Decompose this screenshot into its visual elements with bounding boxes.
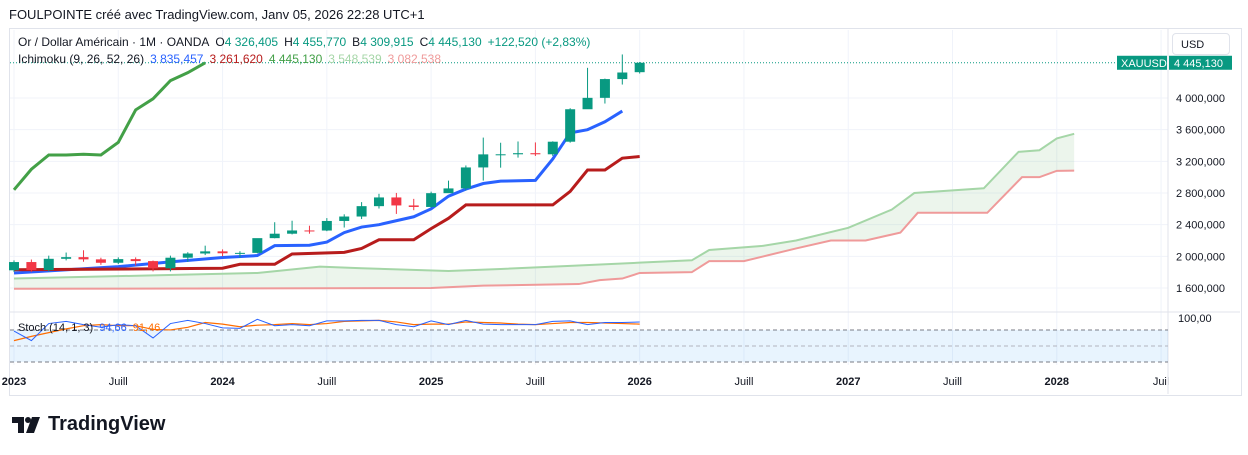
candle: [530, 153, 541, 155]
y-tick-label: 4 000,000: [1176, 93, 1225, 105]
candle: [9, 262, 19, 271]
price-tag-symbol-bg: [1117, 55, 1167, 70]
price-tag-symbol: XAUUSD: [1121, 58, 1167, 70]
candle: [95, 259, 106, 263]
ichimoku-legend: Ichimoku (9, 26, 52, 26) 3 835,457 3 261,6…: [18, 52, 447, 66]
x-tick-label: Juil: [1153, 376, 1170, 388]
x-tick-label: Juill: [526, 376, 545, 388]
symbol-name[interactable]: Or / Dollar Américain · 1M · OANDA: [18, 35, 210, 49]
candle: [443, 188, 454, 194]
candle: [634, 62, 645, 73]
x-tick-label: 2027: [836, 376, 860, 388]
candle: [599, 79, 610, 98]
candle: [217, 251, 228, 254]
tradingview-logo[interactable]: TradingView: [12, 413, 165, 436]
tradingview-logo-icon: [12, 416, 40, 433]
x-tick-label: Juill: [734, 376, 753, 388]
candle: [148, 261, 159, 269]
candle: [460, 167, 471, 189]
candle: [200, 251, 211, 254]
high-label: H: [284, 35, 293, 49]
tenkan-value: 3 835,457: [150, 52, 204, 66]
x-tick-label: 2026: [627, 376, 651, 388]
candle: [43, 258, 54, 271]
open-label: O: [215, 35, 225, 49]
stoch-axis-label: 100,00: [1178, 313, 1212, 325]
symbol-legend: Or / Dollar Américain · 1M · OANDA O4 326…: [18, 35, 596, 49]
candle: [269, 233, 280, 239]
candle: [547, 141, 558, 155]
y-tick-label: 3 200,000: [1176, 156, 1225, 168]
y-tick-label: 2 400,000: [1176, 220, 1225, 232]
candle: [426, 193, 437, 207]
x-tick-label: 2024: [210, 376, 235, 388]
x-tick-label: 2023: [2, 376, 26, 388]
change-value: +122,520 (+2,83%): [487, 35, 591, 49]
close-label: C: [419, 35, 429, 49]
candle: [565, 109, 576, 142]
candle: [408, 205, 419, 207]
x-tick-label: 2028: [1045, 376, 1069, 388]
candle: [130, 259, 141, 262]
line-kijun: [13, 155, 640, 272]
candle: [617, 72, 628, 80]
stoch-d-value: 91,46: [132, 322, 161, 334]
currency-button[interactable]: USD: [1172, 33, 1230, 55]
candle: [165, 257, 176, 269]
y-tick-label: 2 800,000: [1176, 188, 1225, 200]
logo-text: TradingView: [48, 413, 166, 435]
candle: [478, 154, 489, 168]
candle: [373, 197, 384, 207]
candle: [61, 257, 72, 259]
candle: [321, 220, 332, 231]
line-tenkan: [13, 109, 624, 275]
span-b-value: 3 082,538: [387, 52, 442, 66]
low-label: B: [352, 35, 361, 49]
candle: [182, 253, 193, 258]
high-value: 4 455,770: [292, 35, 347, 49]
candle: [287, 230, 298, 234]
y-tick-label: 1 600,000: [1176, 283, 1225, 295]
stoch-legend: Stoch (14, 1, 3) 94,66 91,46: [18, 322, 166, 334]
stoch-band: [10, 329, 1168, 362]
close-value: 4 445,130: [428, 35, 482, 49]
stoch-k-line: [13, 318, 640, 342]
line-chikou: [12, 61, 206, 191]
stoch-k-value: 94,66: [99, 322, 127, 334]
low-value: 4 309,915: [360, 35, 414, 49]
candle: [339, 216, 350, 221]
price-tag-value: 4 445,130: [1174, 58, 1223, 70]
candle: [513, 153, 524, 155]
candle: [26, 262, 37, 271]
y-tick-label: 2 000,000: [1176, 251, 1225, 263]
x-tick-label: 2025: [419, 376, 443, 388]
candle: [495, 154, 506, 156]
ichimoku-label[interactable]: Ichimoku (9, 26, 52, 26): [18, 52, 145, 66]
chikou-value: 4 445,130: [268, 52, 323, 66]
line-span-a: [13, 132, 1075, 280]
candle: [113, 259, 124, 263]
line-span-b: [13, 169, 1075, 290]
open-value: 4 326,405: [224, 35, 279, 49]
candle: [356, 206, 367, 217]
candle: [304, 230, 315, 232]
kijun-value: 3 261,620: [209, 52, 263, 66]
span-a-value: 3 548,539: [328, 52, 382, 66]
stoch-label[interactable]: Stoch (14, 1, 3): [18, 322, 94, 334]
candle: [234, 252, 245, 254]
chart-frame[interactable]: [9, 28, 1242, 396]
y-tick-label: 3 600,000: [1176, 125, 1225, 137]
candle: [252, 238, 263, 253]
x-tick-label: Juill: [109, 376, 128, 388]
price-tag-bg: [1169, 55, 1232, 70]
x-tick-label: Juill: [317, 376, 336, 388]
candle: [582, 97, 593, 110]
x-tick-label: Juill: [943, 376, 962, 388]
chart-caption: FOULPOINTE créé avec TradingView.com, Ja…: [9, 7, 425, 22]
candle: [391, 197, 402, 206]
candle: [78, 257, 89, 260]
